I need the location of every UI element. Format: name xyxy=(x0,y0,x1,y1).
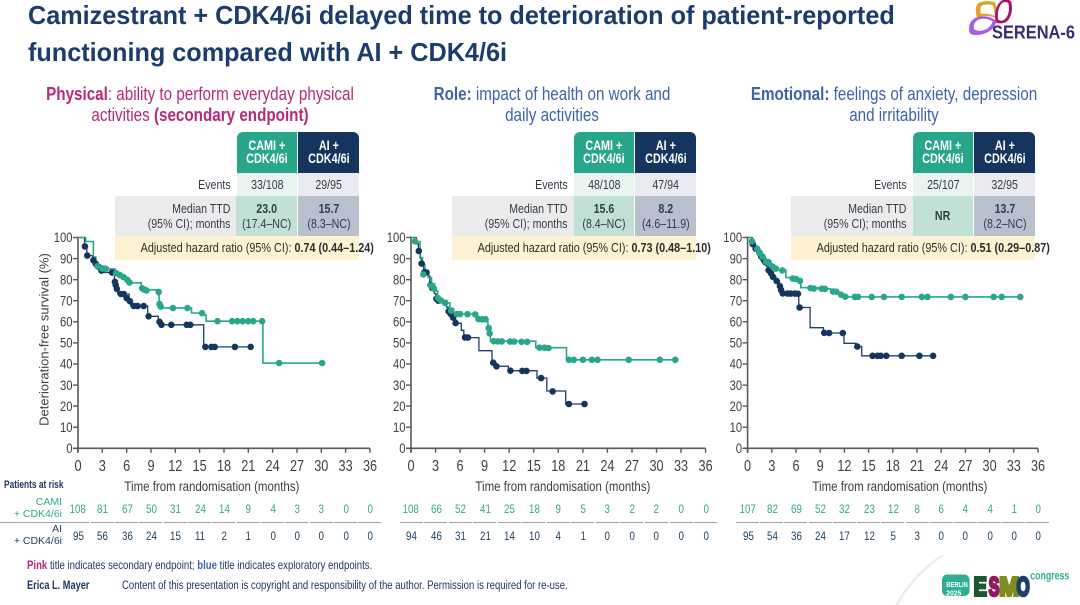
svg-text:80: 80 xyxy=(730,272,743,287)
svg-text:SERENA-6: SERENA-6 xyxy=(992,22,1075,43)
svg-text:36: 36 xyxy=(1031,458,1045,475)
svg-text:70: 70 xyxy=(730,293,743,308)
svg-text:10: 10 xyxy=(730,420,743,435)
svg-text:9: 9 xyxy=(817,458,824,475)
svg-text:18: 18 xyxy=(217,458,231,475)
svg-text:40: 40 xyxy=(393,357,406,372)
svg-text:30: 30 xyxy=(649,458,663,475)
svg-text:9: 9 xyxy=(481,458,488,475)
svg-text:27: 27 xyxy=(290,458,304,475)
svg-text:12: 12 xyxy=(168,458,182,475)
svg-text:33: 33 xyxy=(339,458,353,475)
svg-text:50: 50 xyxy=(730,336,743,351)
svg-text:24: 24 xyxy=(934,458,948,475)
svg-text:15: 15 xyxy=(193,458,207,475)
svg-text:21: 21 xyxy=(576,458,590,475)
svg-text:24: 24 xyxy=(266,458,280,475)
svg-text:24: 24 xyxy=(600,458,614,475)
svg-text:36: 36 xyxy=(363,458,377,475)
svg-text:3: 3 xyxy=(99,458,106,475)
svg-text:BERLIN: BERLIN xyxy=(946,580,968,589)
svg-text:15: 15 xyxy=(527,458,541,475)
svg-text:12: 12 xyxy=(502,458,516,475)
svg-text:30: 30 xyxy=(314,458,328,475)
svg-text:E: E xyxy=(974,572,987,602)
svg-text:9: 9 xyxy=(147,458,154,475)
svg-text:100: 100 xyxy=(54,230,73,245)
svg-text:20: 20 xyxy=(393,399,406,414)
svg-text:40: 40 xyxy=(730,357,743,372)
svg-text:0: 0 xyxy=(74,458,81,475)
svg-text:21: 21 xyxy=(241,458,255,475)
svg-text:2025: 2025 xyxy=(946,588,962,597)
svg-text:80: 80 xyxy=(60,272,73,287)
svg-text:70: 70 xyxy=(60,293,73,308)
svg-text:27: 27 xyxy=(958,458,972,475)
svg-text:12: 12 xyxy=(837,458,851,475)
svg-text:36: 36 xyxy=(699,458,713,475)
svg-text:0: 0 xyxy=(66,441,72,456)
svg-text:100: 100 xyxy=(387,230,406,245)
svg-text:33: 33 xyxy=(1007,458,1021,475)
svg-text:15: 15 xyxy=(862,458,876,475)
svg-text:90: 90 xyxy=(730,251,743,266)
svg-text:30: 30 xyxy=(730,378,743,393)
svg-text:60: 60 xyxy=(60,315,73,330)
svg-text:20: 20 xyxy=(60,399,73,414)
svg-text:20: 20 xyxy=(730,399,743,414)
svg-text:0: 0 xyxy=(736,441,742,456)
svg-text:50: 50 xyxy=(393,336,406,351)
svg-text:10: 10 xyxy=(393,420,406,435)
svg-text:6: 6 xyxy=(792,458,799,475)
svg-text:100: 100 xyxy=(723,230,742,245)
svg-text:S: S xyxy=(989,572,1000,602)
svg-text:0: 0 xyxy=(399,441,405,456)
svg-text:90: 90 xyxy=(60,251,73,266)
svg-text:27: 27 xyxy=(625,458,639,475)
svg-text:congress: congress xyxy=(1030,569,1069,583)
svg-text:3: 3 xyxy=(432,458,439,475)
svg-text:M: M xyxy=(999,572,1019,602)
svg-text:60: 60 xyxy=(730,315,743,330)
svg-text:0: 0 xyxy=(744,458,751,475)
svg-text:30: 30 xyxy=(393,378,406,393)
svg-text:6: 6 xyxy=(457,458,464,475)
svg-text:18: 18 xyxy=(886,458,900,475)
svg-text:30: 30 xyxy=(983,458,997,475)
svg-text:50: 50 xyxy=(60,336,73,351)
svg-text:18: 18 xyxy=(551,458,565,475)
svg-text:6: 6 xyxy=(123,458,130,475)
svg-text:33: 33 xyxy=(674,458,688,475)
svg-text:10: 10 xyxy=(60,420,73,435)
svg-text:21: 21 xyxy=(910,458,924,475)
svg-text:40: 40 xyxy=(60,357,73,372)
svg-text:80: 80 xyxy=(393,272,406,287)
svg-text:90: 90 xyxy=(393,251,406,266)
svg-text:60: 60 xyxy=(393,315,406,330)
svg-text:30: 30 xyxy=(60,378,73,393)
svg-text:O: O xyxy=(1017,572,1030,602)
svg-text:70: 70 xyxy=(393,293,406,308)
svg-text:0: 0 xyxy=(407,458,414,475)
svg-text:3: 3 xyxy=(768,458,775,475)
